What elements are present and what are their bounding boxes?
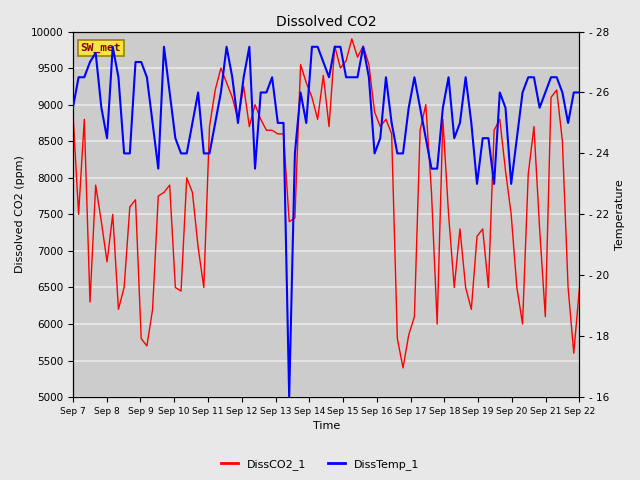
- Y-axis label: Dissolved CO2 (ppm): Dissolved CO2 (ppm): [15, 156, 25, 273]
- Legend: DissCO2_1, DissTemp_1: DissCO2_1, DissTemp_1: [216, 455, 424, 474]
- Title: Dissolved CO2: Dissolved CO2: [276, 15, 376, 29]
- Y-axis label: Temperature: Temperature: [615, 179, 625, 250]
- Text: SW_met: SW_met: [81, 43, 121, 53]
- X-axis label: Time: Time: [312, 421, 340, 432]
